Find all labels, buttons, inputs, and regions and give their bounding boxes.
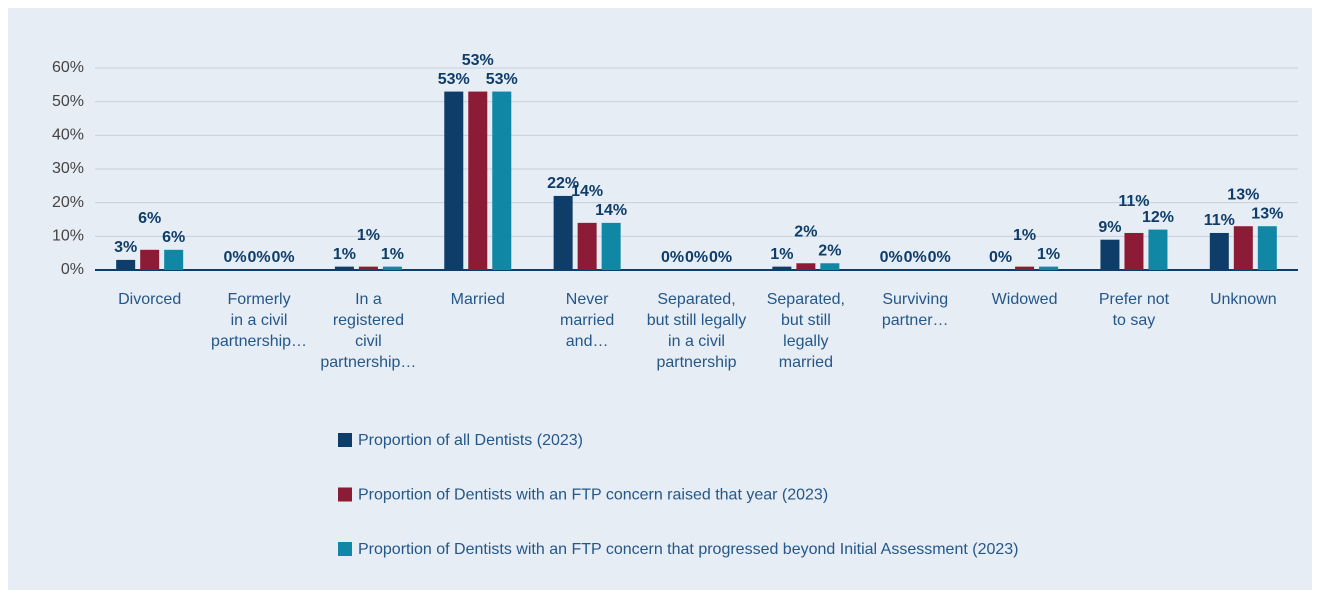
bar xyxy=(1233,226,1253,270)
data-label: 0% xyxy=(880,249,903,266)
bar xyxy=(601,222,621,270)
bar xyxy=(492,91,512,270)
data-label: 14% xyxy=(571,183,603,200)
data-label: 13% xyxy=(1251,205,1283,222)
x-tick-label: Separated, but still legally married xyxy=(766,291,845,371)
y-tick-label: 40% xyxy=(52,127,84,144)
data-label: 13% xyxy=(1227,186,1259,203)
y-tick-label: 50% xyxy=(52,93,84,110)
bar xyxy=(1015,266,1035,270)
data-label: 1% xyxy=(770,246,793,263)
bar xyxy=(820,263,840,270)
x-tick-label: Separated, but still legally in a civil … xyxy=(646,291,747,371)
data-label: 1% xyxy=(357,227,380,244)
data-label: 9% xyxy=(1098,219,1121,236)
y-tick-label: 0% xyxy=(61,261,84,278)
bar xyxy=(577,222,597,270)
bar xyxy=(116,259,136,270)
x-tick-label: Widowed xyxy=(991,291,1058,308)
data-label: 2% xyxy=(818,242,841,259)
bar xyxy=(444,91,464,270)
bar xyxy=(1257,226,1277,270)
bar xyxy=(553,195,573,270)
legend-label: Proportion of Dentists with an FTP conce… xyxy=(358,541,1019,558)
data-label: 0% xyxy=(685,249,708,266)
data-label: 0% xyxy=(661,249,684,266)
chart-panel: 0% 10% 20% 30% 40% 50% 60% 3% 6% 6% 0% 0% 0% 1% 1% 1% 53… xyxy=(8,8,1312,590)
bar xyxy=(1209,232,1229,270)
bar xyxy=(796,263,816,270)
data-label: 2% xyxy=(794,223,817,240)
data-label: 6% xyxy=(138,210,161,227)
data-label: 1% xyxy=(381,246,404,263)
y-tick-label: 10% xyxy=(52,228,84,245)
legend-swatch xyxy=(338,542,352,556)
bar xyxy=(140,249,160,270)
data-label: 14% xyxy=(595,202,627,219)
bar xyxy=(164,249,184,270)
y-tick-label: 60% xyxy=(52,59,84,76)
chart: 0%10%20%30%40%50%60%3%6%6%0% 0% 0% 1%1%1%53… xyxy=(52,52,1298,558)
legend-label: Proportion of all Dentists (2023) xyxy=(358,432,583,449)
bar xyxy=(1124,232,1144,270)
data-label: 6% xyxy=(162,229,185,246)
x-tick-label: In a registered civil partnership… xyxy=(320,291,417,371)
legend-swatch xyxy=(338,433,352,447)
x-tick-label: Surviving partner… xyxy=(881,291,949,329)
x-tick-label: Never married and… xyxy=(560,291,615,350)
legend-swatch xyxy=(338,487,352,502)
data-label: 0% xyxy=(928,249,951,266)
data-label: 53% xyxy=(438,71,470,88)
bar xyxy=(1039,266,1059,270)
data-label: 0% xyxy=(709,249,732,266)
data-label: 1% xyxy=(333,246,356,263)
data-label: 0% xyxy=(247,249,270,266)
x-tick-label: Unknown xyxy=(1209,291,1277,308)
data-label: 53% xyxy=(462,52,494,69)
data-label: 12% xyxy=(1142,209,1174,226)
data-label: 11% xyxy=(1204,212,1235,229)
x-tick-label: Formerly in a civil partnership… xyxy=(211,291,308,350)
x-tick-label: Married xyxy=(450,291,505,308)
x-tick-label: Divorced xyxy=(118,291,182,308)
data-label: 0% xyxy=(271,249,294,266)
data-label: 1% xyxy=(1013,227,1036,244)
bar xyxy=(1148,229,1168,270)
data-label: 53% xyxy=(486,71,518,88)
y-tick-label: 20% xyxy=(52,194,84,211)
bar xyxy=(1100,239,1120,270)
bar xyxy=(334,266,354,270)
data-label: 11% xyxy=(1118,193,1149,210)
bar xyxy=(468,91,488,270)
bar xyxy=(358,266,378,270)
legend-label: Proportion of Dentists with an FTP conce… xyxy=(358,487,828,504)
data-label: 22% xyxy=(547,175,579,192)
data-label: 3% xyxy=(114,239,137,256)
data-label: 0% xyxy=(989,249,1012,266)
x-tick-label: Prefer not to say xyxy=(1098,291,1170,329)
bar xyxy=(772,266,792,270)
data-label: 1% xyxy=(1037,246,1060,263)
data-label: 0% xyxy=(223,249,246,266)
bar xyxy=(382,266,402,270)
data-label: 0% xyxy=(904,249,927,266)
y-tick-label: 30% xyxy=(52,160,84,177)
